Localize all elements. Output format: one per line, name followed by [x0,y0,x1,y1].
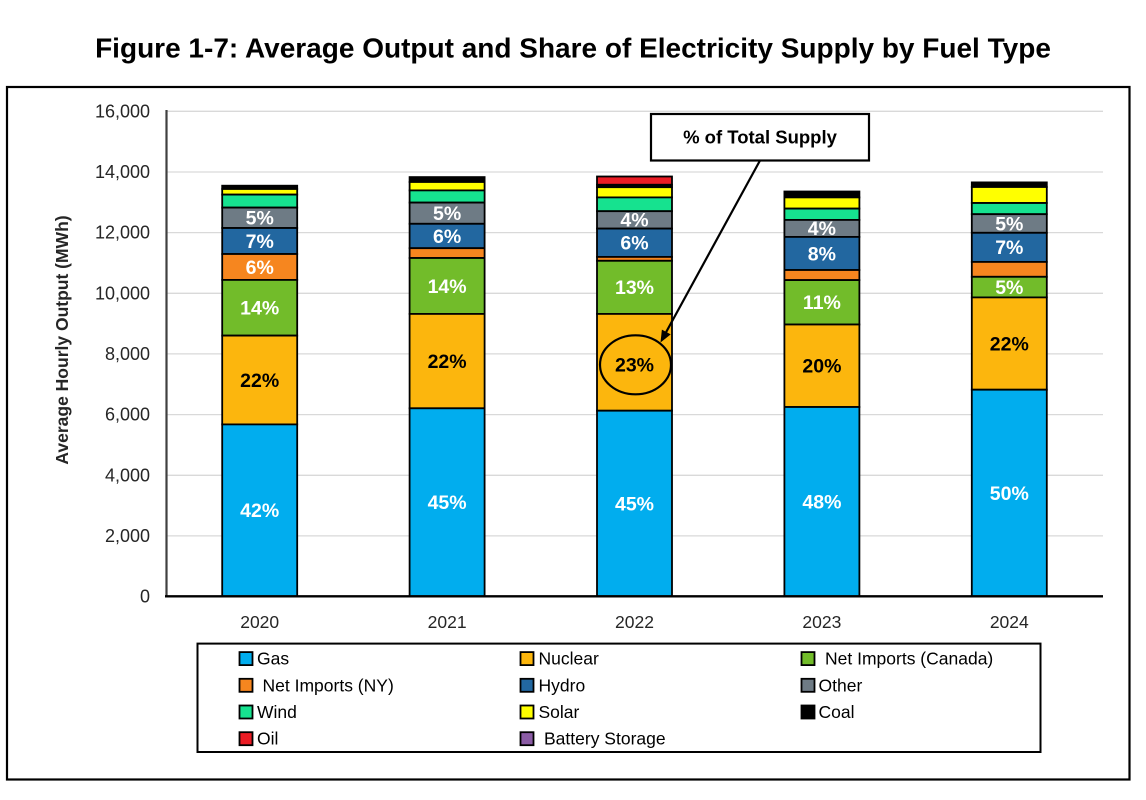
svg-text:% of Total Supply: % of Total Supply [683,127,838,148]
svg-text:23%: 23% [615,355,654,377]
svg-text:8,000: 8,000 [105,344,150,364]
svg-text:Figure 1-7: Average Output and: Figure 1-7: Average Output and Share of … [95,32,1051,63]
svg-text:2021: 2021 [428,612,467,632]
svg-text:Net Imports (Canada): Net Imports (Canada) [825,649,993,669]
svg-text:45%: 45% [428,492,467,514]
svg-text:4%: 4% [620,210,648,232]
svg-text:Battery Storage: Battery Storage [544,729,666,749]
svg-text:7%: 7% [246,231,274,253]
svg-text:48%: 48% [802,492,841,514]
svg-text:14%: 14% [428,276,467,298]
svg-text:2022: 2022 [615,612,654,632]
svg-text:Average Hourly Output (MWh): Average Hourly Output (MWh) [52,215,72,464]
svg-text:Oil: Oil [257,729,278,749]
svg-text:13%: 13% [615,277,654,299]
svg-text:2024: 2024 [990,612,1029,632]
svg-text:Net Imports (NY): Net Imports (NY) [263,675,394,695]
svg-text:2,000: 2,000 [105,526,150,546]
svg-text:2020: 2020 [240,612,279,632]
svg-text:5%: 5% [433,203,461,225]
svg-text:8%: 8% [808,243,836,265]
svg-text:7%: 7% [995,237,1023,259]
svg-text:5%: 5% [995,277,1023,299]
svg-text:2023: 2023 [802,612,841,632]
svg-text:5%: 5% [246,208,274,230]
svg-text:10,000: 10,000 [95,283,150,303]
svg-text:42%: 42% [240,500,279,522]
svg-text:16,000: 16,000 [95,101,150,121]
svg-text:45%: 45% [615,493,654,515]
svg-text:4%: 4% [808,218,836,240]
svg-text:6,000: 6,000 [105,405,150,425]
svg-text:14,000: 14,000 [95,162,150,182]
svg-text:Gas: Gas [257,649,289,669]
svg-text:Nuclear: Nuclear [539,649,599,669]
svg-text:4,000: 4,000 [105,465,150,485]
svg-text:0: 0 [140,586,150,606]
svg-text:22%: 22% [990,333,1029,355]
svg-text:22%: 22% [240,370,279,392]
svg-text:14%: 14% [240,298,279,320]
svg-text:5%: 5% [995,213,1023,235]
svg-text:12,000: 12,000 [95,223,150,243]
svg-text:6%: 6% [620,233,648,255]
svg-text:Other: Other [819,675,863,695]
svg-text:Wind: Wind [257,702,297,722]
svg-text:Solar: Solar [539,702,580,722]
svg-text:11%: 11% [803,292,841,314]
svg-text:6%: 6% [433,226,461,248]
svg-text:50%: 50% [990,483,1029,505]
svg-text:22%: 22% [428,351,467,373]
svg-text:Coal: Coal [819,702,855,722]
svg-text:Hydro: Hydro [539,675,586,695]
svg-text:6%: 6% [246,257,274,279]
svg-text:20%: 20% [802,356,841,378]
